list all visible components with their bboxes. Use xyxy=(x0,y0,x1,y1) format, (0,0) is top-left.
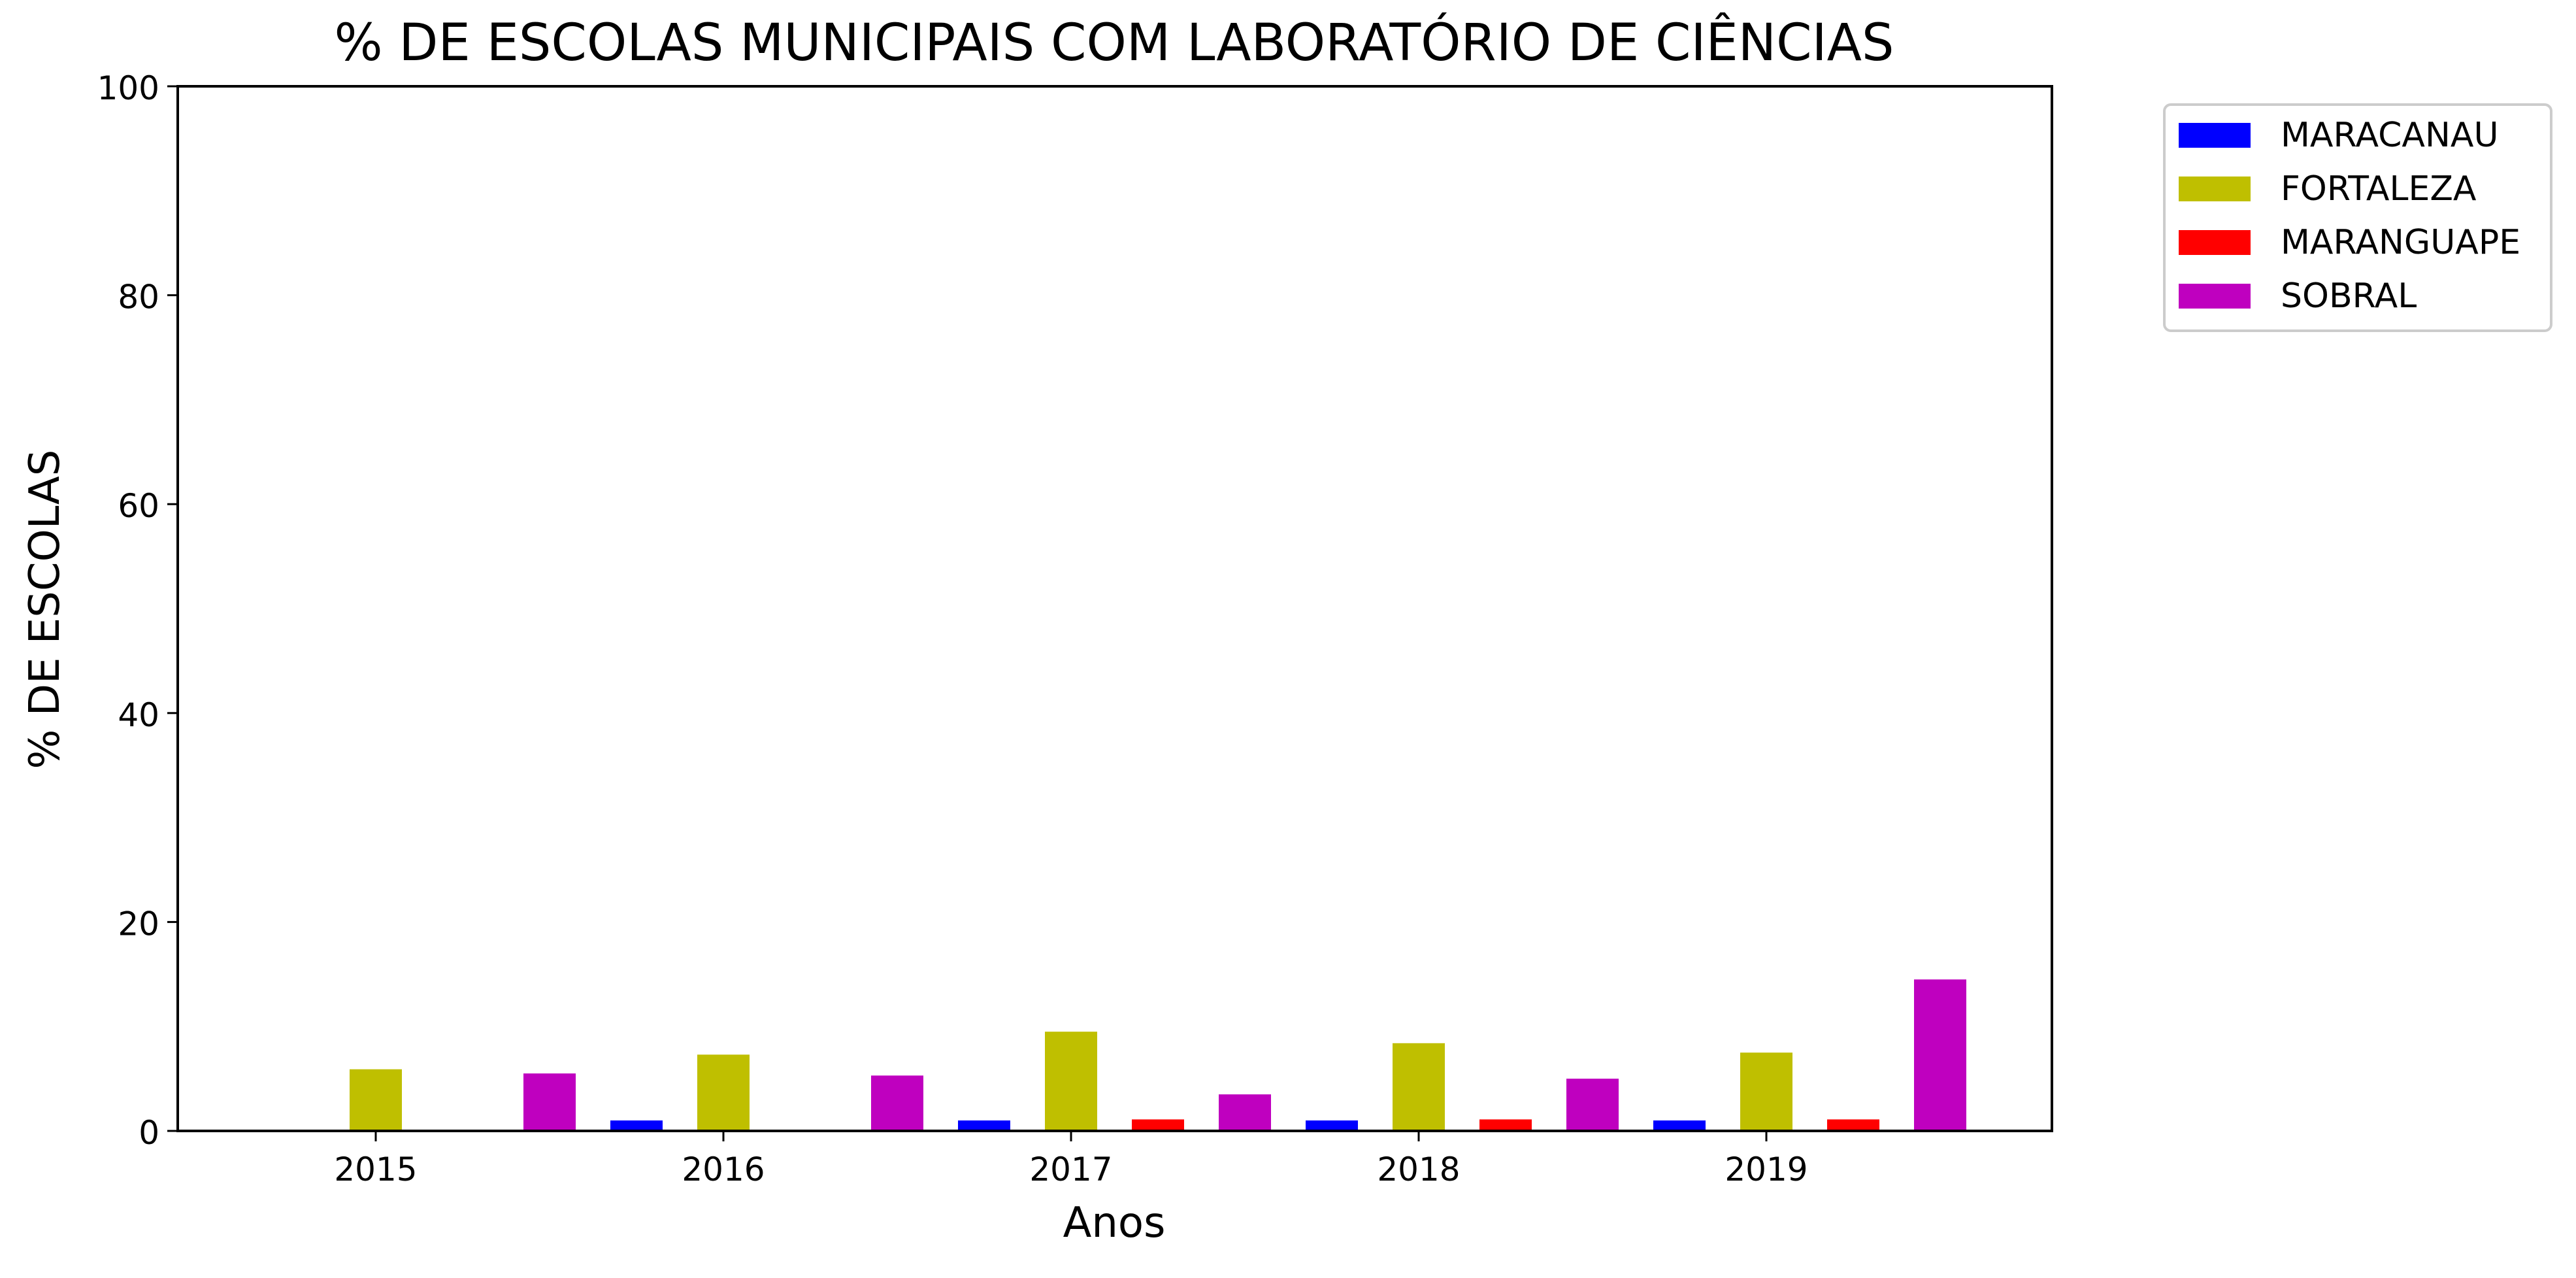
bar-maracanau-2019 xyxy=(1653,1120,1706,1131)
y-tick-label: 60 xyxy=(118,487,159,525)
chart-title: % DE ESCOLAS MUNICIPAIS COM LABORATÓRIO … xyxy=(335,12,1894,73)
bar-fortaleza-2016 xyxy=(697,1054,750,1131)
legend-label-sobral: SOBRAL xyxy=(2281,277,2417,316)
x-tick-label: 2018 xyxy=(1377,1151,1460,1188)
x-tick-label: 2017 xyxy=(1029,1151,1112,1188)
bar-sobral-2017 xyxy=(1219,1094,1271,1131)
bar-fortaleza-2018 xyxy=(1393,1043,1445,1131)
bar-fortaleza-2015 xyxy=(350,1069,402,1131)
legend-label-maracanau: MARACANAU xyxy=(2281,116,2499,155)
y-tick-label: 0 xyxy=(139,1114,159,1152)
y-axis-label: % DE ESCOLAS xyxy=(21,450,69,769)
legend-swatch-fortaleza xyxy=(2179,177,2251,201)
bar-maracanau-2018 xyxy=(1306,1120,1358,1131)
bar-maranguape-2019 xyxy=(1827,1119,1879,1131)
y-tick-label: 40 xyxy=(118,696,159,734)
x-tick-label: 2015 xyxy=(334,1151,417,1188)
bar-sobral-2018 xyxy=(1566,1079,1619,1131)
bar-maracanau-2017 xyxy=(958,1120,1010,1131)
bar-sobral-2016 xyxy=(871,1075,923,1131)
x-tick-label: 2016 xyxy=(682,1151,765,1188)
y-tick-label: 20 xyxy=(118,905,159,943)
bar-sobral-2015 xyxy=(523,1073,576,1131)
bar-sobral-2019 xyxy=(1914,979,1966,1131)
bar-maranguape-2018 xyxy=(1479,1119,1532,1131)
bar-maranguape-2017 xyxy=(1132,1119,1184,1131)
bar-fortaleza-2019 xyxy=(1740,1052,1792,1131)
x-axis-label: Anos xyxy=(1063,1199,1166,1247)
legend: MARACANAU FORTALEZA MARANGUAPE SOBRAL xyxy=(2164,105,2551,331)
y-tick-label: 80 xyxy=(118,278,159,316)
bar-fortaleza-2017 xyxy=(1045,1032,1097,1131)
y-tick-label: 100 xyxy=(97,69,159,107)
legend-label-fortaleza: FORTALEZA xyxy=(2281,169,2477,209)
legend-swatch-maracanau xyxy=(2179,123,2251,148)
bar-maracanau-2016 xyxy=(610,1120,663,1131)
legend-label-maranguape: MARANGUAPE xyxy=(2281,223,2520,262)
legend-swatch-sobral xyxy=(2179,284,2251,309)
x-tick-label: 2019 xyxy=(1725,1151,1808,1188)
legend-swatch-maranguape xyxy=(2179,230,2251,255)
